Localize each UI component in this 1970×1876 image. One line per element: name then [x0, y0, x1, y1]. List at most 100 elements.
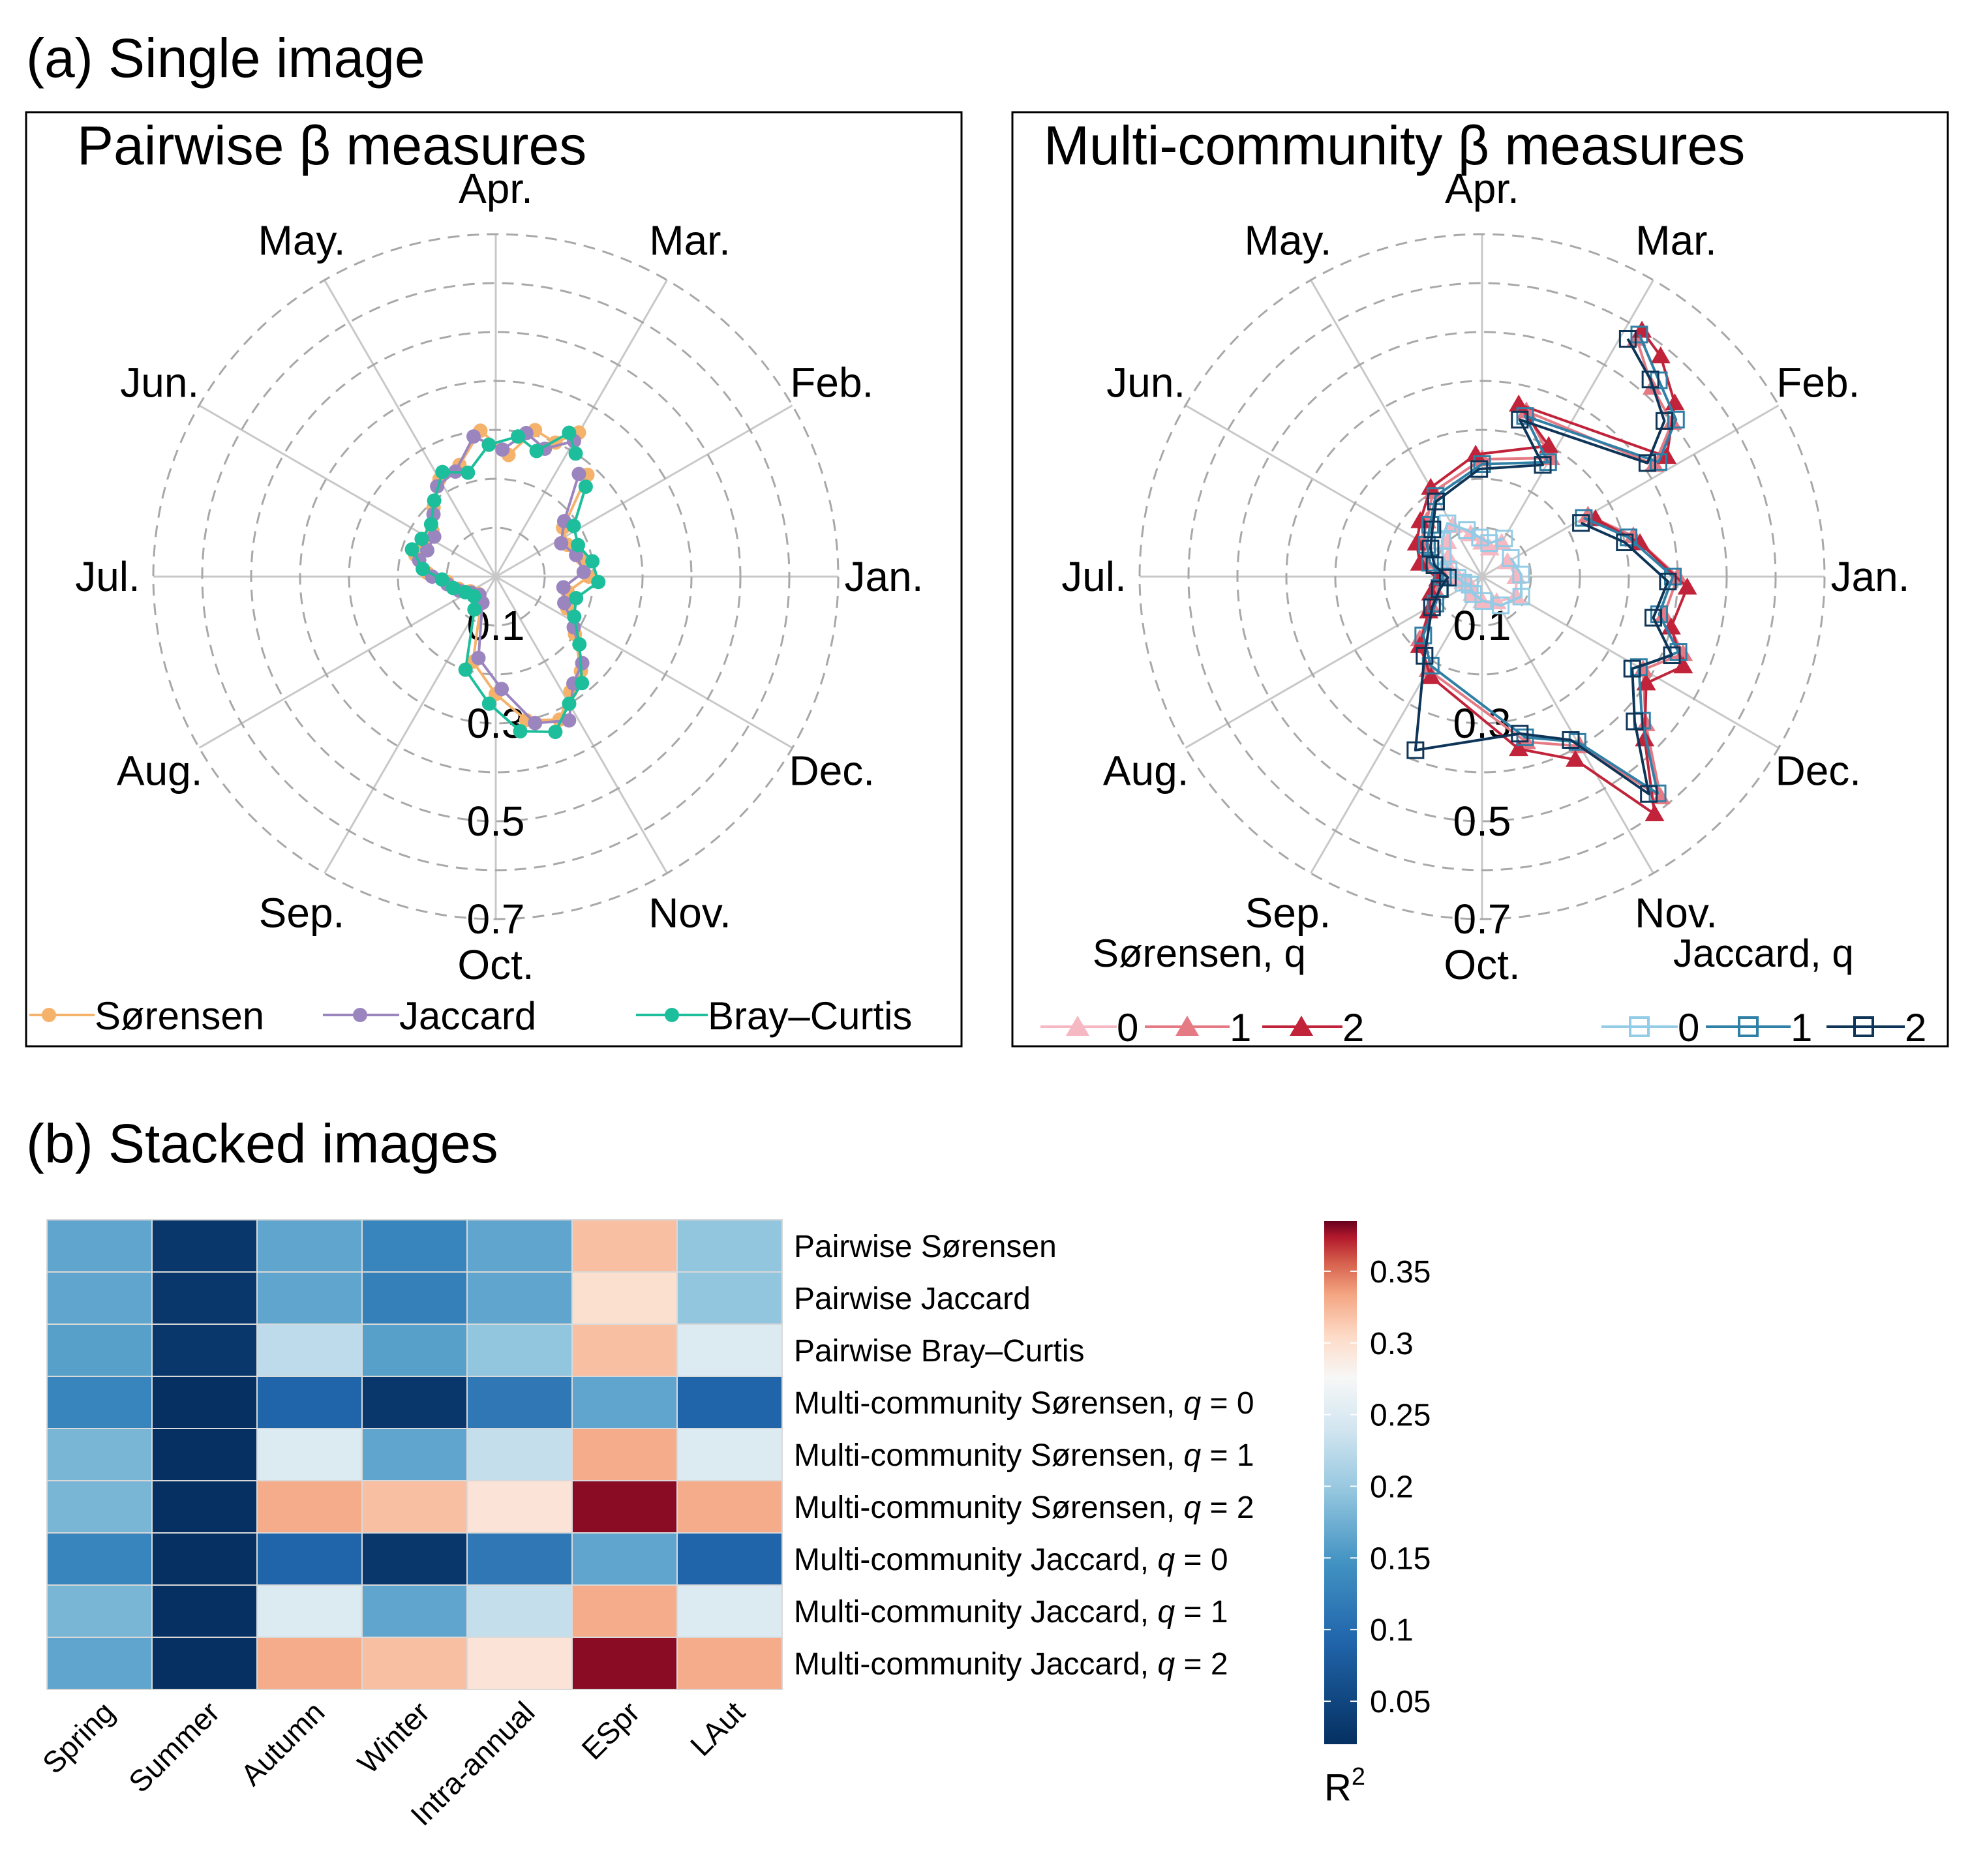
- point-jaccard-q-2: [1572, 514, 1590, 532]
- legend-item-sorensen-q0: 0: [1040, 1006, 1138, 1050]
- point-bray-curtis: [566, 519, 581, 534]
- point-sorensen-q-2: [1650, 346, 1671, 363]
- legend-label-jaccard-q0: 0: [1678, 1006, 1699, 1050]
- heat-cell-winter: [361, 1532, 468, 1586]
- heat-cell-intra-annual: [466, 1219, 573, 1273]
- legend-marker-jaccard-q0: [1629, 1016, 1650, 1037]
- legend-item-jaccard-q1: 1: [1706, 1006, 1812, 1050]
- month-label-nov: Nov.: [648, 889, 731, 936]
- point-jaccard-q-2: [1406, 741, 1425, 759]
- row-label: Multi-community Sørensen, q = 2: [794, 1490, 1254, 1525]
- point-jaccard-q-0: [1512, 588, 1530, 606]
- legend-title-sorensen-q: Sørensen, q: [1093, 931, 1306, 975]
- point-bray-curtis: [572, 637, 587, 652]
- grid-ring: [201, 282, 791, 871]
- heat-cell-intra-annual: [466, 1428, 573, 1481]
- multicommunity-series: [1406, 320, 1697, 822]
- legend-marker-bray-curtis: [665, 1008, 679, 1022]
- pairwise-month-labels: Jan. Feb. Mar. Apr. May. Jun. Jul. Aug. Sep. Oct.…: [75, 165, 923, 988]
- point-jaccard-q-2: [1626, 712, 1644, 731]
- section-a-label: (a) Single image: [26, 27, 425, 89]
- heat-cell-summer: [151, 1324, 258, 1377]
- grid-ring: [1334, 429, 1630, 725]
- heatmap-row-labels: Pairwise Sørensen Pairwise Jaccard Pairwis…: [794, 1230, 1254, 1682]
- legend-item-jaccard: Jaccard: [323, 994, 536, 1038]
- point-bray-curtis: [548, 725, 563, 740]
- colorbar-title: R2: [1324, 1763, 1365, 1809]
- point-jaccard: [576, 564, 591, 579]
- point-bray-curtis: [458, 662, 473, 677]
- month-label-jan: Jan.: [845, 553, 924, 600]
- radial-tick-label: 0.3: [467, 700, 525, 747]
- heat-cell-espr: [571, 1428, 678, 1481]
- point-jaccard-q-1: [1630, 325, 1648, 344]
- heat-cell-espr: [571, 1324, 678, 1377]
- heat-cell-laut: [676, 1376, 783, 1429]
- multicommunity-legend: Sørensen, q Jaccard, q 0 1 2 0: [1040, 931, 1926, 1050]
- point-jaccard: [557, 596, 572, 611]
- radial-tick-label: 0.7: [467, 896, 525, 943]
- point-sorensen-q-2: [1677, 577, 1697, 595]
- heat-cell-spring: [46, 1428, 153, 1481]
- month-label-may: May.: [258, 217, 346, 264]
- point-bray-curtis: [513, 724, 528, 739]
- heat-cell-spring: [46, 1584, 153, 1638]
- point-bray-curtis: [562, 425, 577, 440]
- point-sorensen-q-0: [1506, 586, 1526, 603]
- pairwise-radar-panel: Pairwise β measures Jan. Feb. Mar. Apr. May.…: [25, 111, 963, 1048]
- point-jaccard-q-0: [1461, 575, 1479, 594]
- colorbar-tick-label: 0.25: [1370, 1399, 1431, 1433]
- legend-label-jaccard-q2: 2: [1905, 1006, 1926, 1050]
- point-jaccard-q-1: [1667, 410, 1685, 429]
- point-jaccard-q-1: [1568, 733, 1586, 751]
- heat-cell-winter: [361, 1428, 468, 1481]
- point-jaccard-q-2: [1655, 412, 1673, 430]
- point-jaccard-q-1: [1649, 453, 1667, 471]
- column-label-spring: Spring: [36, 1695, 121, 1780]
- pairwise-series: [404, 423, 606, 740]
- spoke-nov: [494, 576, 668, 874]
- point-bray-curtis: [591, 575, 606, 590]
- month-label-nov: Nov.: [1635, 889, 1718, 936]
- month-label-oct: Oct.: [1444, 941, 1520, 988]
- point-bray-curtis: [567, 609, 582, 624]
- point-jaccard-q-2: [1663, 646, 1681, 665]
- point-jaccard-q-2: [1470, 460, 1489, 478]
- legend-marker-jaccard-q2: [1853, 1016, 1874, 1037]
- point-sorensen-q-2: [1636, 673, 1656, 691]
- heatmap: Pairwise Sørensen Pairwise Jaccard Pairwis…: [36, 1219, 1254, 1832]
- colorbar-gradient: [1324, 1221, 1357, 1744]
- heat-cell-laut: [676, 1584, 783, 1638]
- heat-cell-intra-annual: [466, 1480, 573, 1534]
- legend-marker-sorensen-q1: [1175, 1016, 1199, 1036]
- heat-cell-autumn: [256, 1324, 363, 1377]
- heat-cell-spring: [46, 1219, 153, 1273]
- column-label-espr: ESpr: [575, 1695, 646, 1766]
- point-sorensen-q-2: [1466, 444, 1486, 462]
- column-label-summer: Summer: [122, 1695, 226, 1799]
- point-jaccard: [575, 656, 590, 671]
- point-jaccard: [466, 429, 481, 444]
- month-label-oct: Oct.: [457, 941, 534, 988]
- legend-label-sorensen-q2: 2: [1342, 1006, 1364, 1050]
- month-label-sep: Sep.: [259, 889, 345, 936]
- month-label-sep: Sep.: [1245, 889, 1331, 936]
- legend-label-sorensen: Sørensen: [95, 994, 264, 1038]
- point-jaccard-q-0: [1474, 592, 1493, 610]
- point-bray-curtis: [575, 676, 590, 691]
- month-label-feb: Feb.: [1776, 359, 1860, 406]
- heat-cell-autumn: [256, 1480, 363, 1534]
- month-label-jul: Jul.: [75, 553, 140, 600]
- heat-cell-espr: [571, 1480, 678, 1534]
- legend-marker-sorensen-q2: [1290, 1016, 1313, 1036]
- point-jaccard: [556, 580, 571, 595]
- point-bray-curtis: [416, 562, 431, 577]
- heat-cell-spring: [46, 1637, 153, 1690]
- spoke-sep: [1310, 576, 1483, 874]
- row-label: Pairwise Bray–Curtis: [794, 1334, 1084, 1369]
- point-jaccard-q-1: [1427, 594, 1445, 613]
- heatmap-cells: [46, 1219, 783, 1690]
- radial-tick-label: 0.1: [1453, 602, 1511, 649]
- point-jaccard-q-0: [1458, 521, 1476, 539]
- column-label-laut: LAut: [684, 1695, 751, 1763]
